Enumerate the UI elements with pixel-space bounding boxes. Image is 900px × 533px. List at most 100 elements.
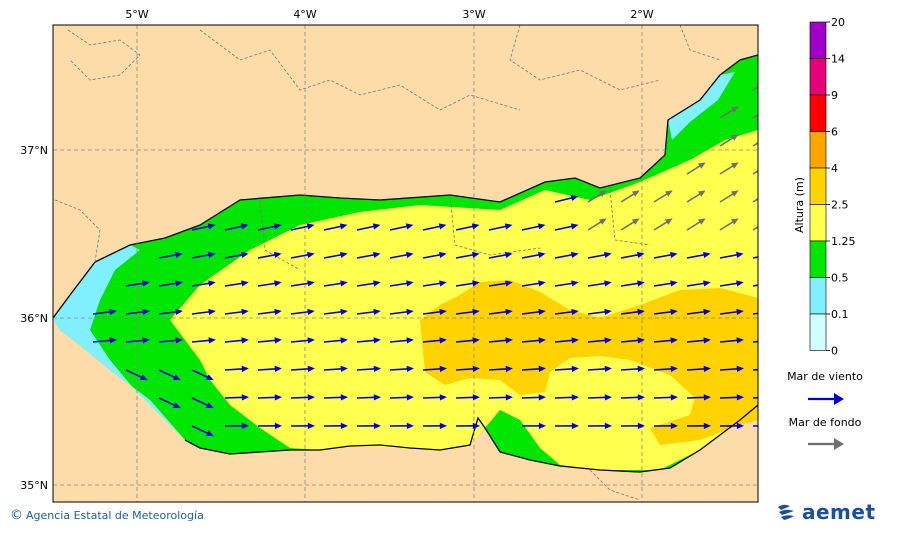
map-area: [53, 25, 776, 502]
wave-arrowhead: [637, 365, 645, 372]
wave-arrowhead: [439, 394, 447, 401]
lat-label: 35°N: [20, 479, 48, 492]
longitude-labels: 5°W 4°W 3°W 2°W: [125, 8, 653, 21]
wave-arrowhead: [142, 280, 150, 287]
colorbar-tick-label: 20: [831, 16, 845, 29]
wave-arrowhead: [406, 280, 414, 287]
wave-arrowhead: [142, 308, 150, 315]
colorbar-segment: [809, 167, 827, 205]
wave-arrowhead: [340, 251, 348, 258]
wave-arrowhead: [274, 337, 282, 344]
wave-arrowhead: [406, 422, 414, 429]
wind-sea-label: Mar de viento: [787, 370, 863, 383]
coastline: [53, 54, 758, 319]
wave-arrow: [752, 312, 758, 315]
wave-arrowhead: [604, 251, 612, 258]
wave-arrowhead: [505, 394, 513, 401]
wave-arrowhead: [697, 190, 706, 197]
wave-arrow: [752, 368, 758, 371]
wave-arrowhead: [637, 337, 645, 344]
wave-arrowhead: [664, 218, 673, 225]
colorbar-segment: [809, 58, 827, 96]
wave-arrowhead: [340, 365, 348, 372]
wave-arrow: [752, 256, 758, 259]
colorbar-tick-label: 9: [831, 89, 838, 102]
wave-arrowhead: [736, 337, 744, 344]
wave-arrowhead: [439, 422, 447, 429]
wave-arrowhead: [406, 394, 414, 401]
wave-arrowhead: [505, 280, 513, 287]
aemet-logo-text: aemet: [802, 500, 876, 524]
wave-arrowhead: [505, 251, 513, 258]
wave-arrowhead: [697, 218, 706, 225]
wave-arrowhead: [241, 394, 249, 401]
wave-arrowhead: [538, 365, 546, 372]
wave-arrowhead: [571, 337, 579, 344]
wave-arrowhead: [472, 308, 480, 315]
wave-arrowhead: [373, 422, 381, 429]
wave-arrowhead: [637, 308, 645, 315]
wave-arrowhead: [571, 308, 579, 315]
wave-arrowhead: [637, 422, 645, 429]
colorbar-tick-label: 14: [831, 53, 845, 66]
sea-orange-zone: [420, 280, 758, 445]
wave-arrowhead: [373, 394, 381, 401]
wave-arrowhead: [730, 190, 739, 197]
wave-arrowhead: [208, 337, 216, 344]
wave-arrowhead: [604, 308, 612, 315]
lon-label: 3°W: [462, 8, 485, 21]
wave-arrowhead: [175, 308, 183, 315]
wave-arrowhead: [764, 162, 772, 168]
wave-arrow: [752, 340, 758, 343]
wave-arrowhead: [472, 280, 480, 287]
wave-arrowhead: [764, 106, 772, 112]
wave-arrowhead: [373, 337, 381, 344]
wave-arrowhead: [631, 218, 640, 225]
wave-arrowhead: [109, 337, 117, 344]
wave-arrowhead: [438, 223, 447, 230]
wave-arrowhead: [208, 280, 216, 287]
wave-arrowhead: [240, 223, 249, 230]
wave-arrowhead: [571, 422, 579, 429]
wave-arrowhead: [472, 422, 480, 429]
wave-arrowhead: [736, 280, 744, 287]
aemet-logo-icon: [778, 504, 794, 520]
wave-arrowhead: [571, 280, 579, 287]
wave-arrowhead: [307, 251, 315, 258]
wave-arrowhead: [736, 251, 744, 258]
wave-arrowhead: [769, 309, 776, 315]
wave-arrowhead: [670, 365, 678, 372]
wave-arrowhead: [406, 251, 414, 258]
wave-arrowhead: [703, 394, 711, 401]
wave-arrowhead: [538, 394, 546, 401]
wave-arrowhead: [598, 190, 607, 197]
wave-arrowhead: [598, 218, 607, 225]
wave-arrowhead: [670, 337, 678, 344]
wave-arrow: [752, 284, 758, 287]
colorbar-segment: [809, 204, 827, 242]
wave-arrow: [752, 113, 758, 119]
wave-arrowhead: [736, 365, 744, 372]
wave-arrowhead: [670, 422, 678, 429]
wave-arrowhead: [139, 374, 148, 381]
wave-arrowhead: [703, 251, 711, 258]
wave-arrowhead: [504, 223, 513, 230]
wave-arrows: [92, 78, 776, 437]
colorbar-segment: [809, 21, 827, 59]
wave-arrowhead: [175, 337, 183, 344]
wave-arrowhead: [764, 78, 772, 84]
aemet-logo: aemet: [776, 500, 876, 524]
wave-arrowhead: [205, 402, 214, 409]
wave-arrowhead: [142, 337, 150, 344]
colorbar-tick-label: 0.5: [831, 272, 849, 285]
wave-arrowhead: [472, 337, 480, 344]
wave-arrowhead: [241, 308, 249, 315]
wave-arrowhead: [405, 223, 414, 230]
wave-arrowhead: [241, 251, 249, 258]
wave-arrowhead: [205, 430, 214, 437]
wave-arrow: [752, 141, 758, 147]
wave-arrowhead: [538, 422, 546, 429]
wave-arrowhead: [670, 394, 678, 401]
wave-arrowhead: [571, 365, 579, 372]
wave-arrowhead: [637, 394, 645, 401]
